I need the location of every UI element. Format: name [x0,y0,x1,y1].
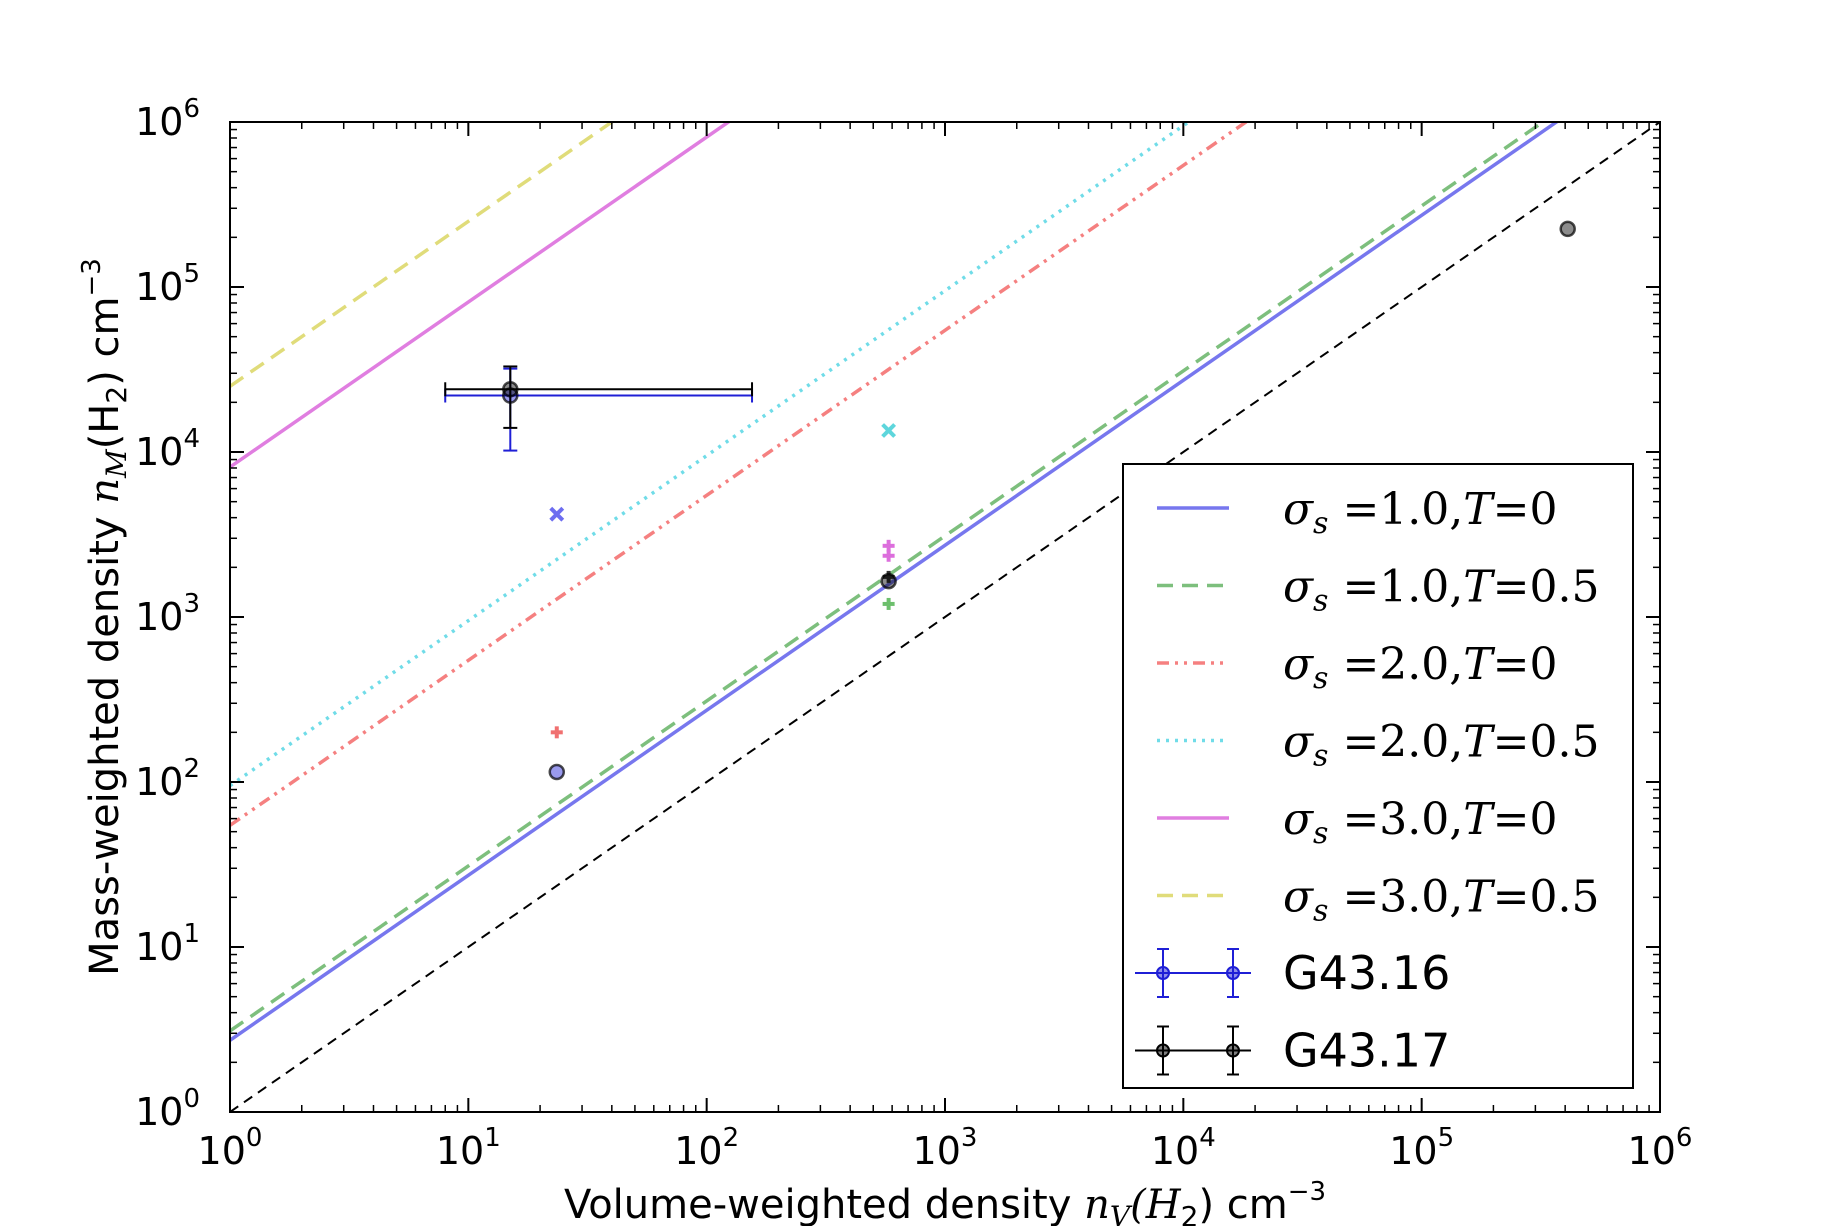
y-tick-label: 101 [135,919,200,969]
legend-swatch-point [1226,1043,1240,1058]
legend-box [1122,463,1634,1089]
data-point [1559,220,1576,238]
y-tick-label: 100 [135,1084,200,1134]
plus-marker [550,726,563,739]
x-tick-label: 106 [1628,1123,1693,1173]
model-line-3 [230,122,1250,827]
legend-label-1: σs =1.0,T=0 [1283,484,1558,541]
x-tick-label: 103 [913,1123,978,1173]
y-axis-label: Mass-weighted density nM(H2) cm−3 [77,258,133,976]
x-tick-label: 102 [674,1123,739,1173]
y-tick-label: 104 [135,424,200,474]
legend-swatch-g43-16 [1135,948,1251,998]
marker-stroke [549,506,565,522]
legend-label-6: σs =3.0,T=0.5 [1283,872,1599,929]
legend-label-5: σs =3.0,T=0 [1283,794,1558,851]
x-marker [549,506,565,522]
one-to-one-reference-line [230,122,1660,1112]
svg-text:Mass-weighted density nM(H2) c: Mass-weighted density nM(H2) cm−3 [77,258,133,976]
legend-label-2: σs =1.0,T=0.5 [1283,562,1599,619]
legend-label-g43-16: G43.16 [1283,946,1450,1000]
lines-layer [230,122,1660,1112]
model-line-5 [230,122,732,469]
legend-swatch-point [1226,966,1240,980]
legend-swatch-point [1156,966,1170,980]
legend-label-g43-17: G43.17 [1283,1024,1450,1078]
y-tick-label: 106 [135,94,200,144]
x-marker [881,423,897,438]
model-line-1 [230,122,1560,1042]
series-g43-17 [444,220,1576,590]
legend-label-4: σs =2.0,T=0.5 [1283,717,1599,774]
data-point [880,572,897,590]
x-tick-label: 101 [436,1123,501,1173]
x-axis-label: Volume-weighted density nV(H2) cm−3 [564,1177,1326,1226]
legend: σs =1.0,T=0 σs =1.0,T=0.5 σs =2.0,T=0 σs =2… [1122,463,1634,1089]
x-tick-label: 105 [1389,1123,1454,1173]
model-line-2 [230,122,1546,1033]
x-tick-label: 104 [1151,1123,1216,1173]
y-tick-label: 105 [135,259,200,309]
legend-swatch-g43-17 [1135,1025,1251,1076]
ticks-layer: 100 101 102 103 104 105 106 100 101 102 103 104 105 1… [135,94,1692,1173]
y-tick-label: 102 [135,754,200,804]
legend-swatch-point [1156,1043,1170,1058]
data-point [502,381,519,398]
series-layer [444,220,1576,781]
svg-text:Volume-weighted density nV(H2): Volume-weighted density nV(H2) cm−3 [564,1177,1326,1226]
data-point [548,763,566,781]
model-line-4 [230,122,1192,788]
x-tick-label: 100 [198,1123,263,1173]
marker-stroke [881,423,897,438]
model-line-6 [230,122,615,388]
legend-label-3: σs =2.0,T=0 [1283,639,1558,696]
plus-marker [882,597,895,610]
plus-marker [882,549,895,562]
y-tick-label: 103 [135,589,200,639]
